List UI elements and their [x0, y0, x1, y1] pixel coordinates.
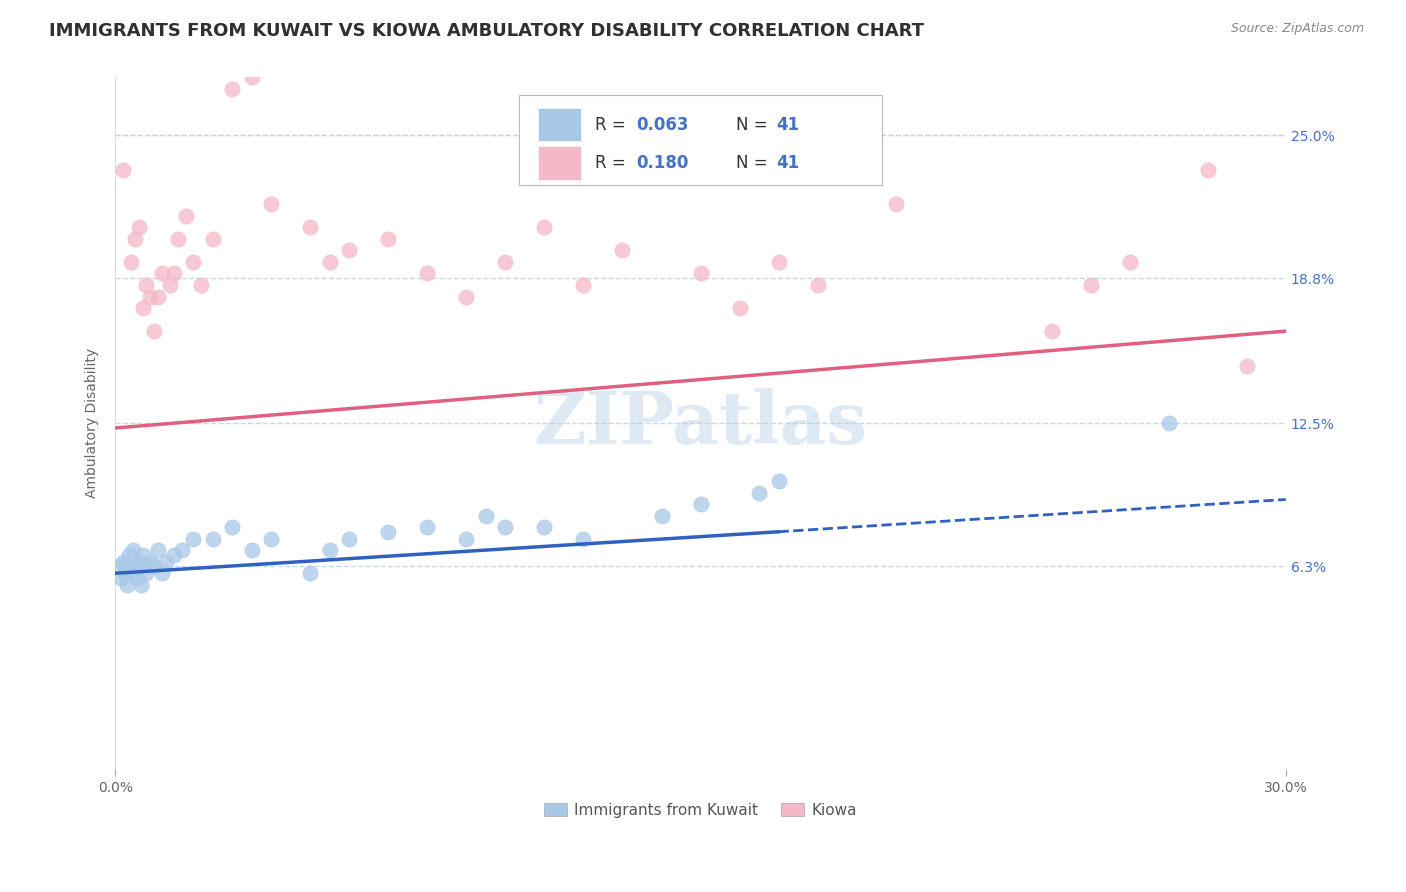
Point: [139, 555, 162, 569]
Point: [159, 278, 181, 293]
Text: Source: ZipAtlas.com: Source: ZipAtlas.com: [1230, 22, 1364, 36]
Point: [1040, 324, 1063, 338]
Point: [135, 278, 157, 293]
Point: [494, 520, 516, 534]
Point: [174, 209, 197, 223]
Point: [377, 524, 399, 539]
Point: [148, 543, 170, 558]
Point: [131, 301, 153, 315]
Point: [125, 571, 148, 585]
Text: R =: R =: [595, 116, 631, 134]
Point: [124, 232, 146, 246]
Point: [143, 324, 166, 338]
Point: [260, 532, 283, 546]
Point: [572, 278, 595, 293]
Point: [108, 559, 131, 574]
Text: 41: 41: [776, 154, 800, 172]
Point: [112, 162, 135, 177]
Point: [201, 532, 224, 546]
Point: [260, 197, 283, 211]
Point: [689, 267, 711, 281]
Point: [163, 548, 186, 562]
Point: [150, 566, 173, 581]
Point: [181, 255, 204, 269]
Point: [139, 289, 162, 303]
Point: [121, 543, 143, 558]
Bar: [538, 147, 579, 178]
Text: 0.180: 0.180: [636, 154, 689, 172]
Point: [181, 532, 204, 546]
Text: 41: 41: [776, 116, 800, 134]
Point: [118, 548, 141, 562]
Point: [115, 578, 138, 592]
Point: [1080, 278, 1102, 293]
Point: [1157, 417, 1180, 431]
Point: [221, 520, 243, 534]
Text: IMMIGRANTS FROM KUWAIT VS KIOWA AMBULATORY DISABILITY CORRELATION CHART: IMMIGRANTS FROM KUWAIT VS KIOWA AMBULATO…: [49, 22, 924, 40]
Text: ZIPatlas: ZIPatlas: [533, 388, 868, 458]
Text: N =: N =: [735, 116, 772, 134]
Point: [650, 508, 672, 523]
Point: [129, 578, 152, 592]
Point: [135, 566, 157, 581]
Point: [163, 267, 186, 281]
Point: [148, 289, 170, 303]
Point: [377, 232, 399, 246]
Point: [456, 532, 478, 546]
Point: [884, 197, 907, 211]
Point: [494, 255, 516, 269]
Point: [768, 474, 790, 488]
Point: [299, 220, 322, 235]
Point: [319, 543, 342, 558]
Y-axis label: Ambulatory Disability: Ambulatory Disability: [86, 348, 100, 499]
Point: [201, 232, 224, 246]
Point: [1197, 162, 1219, 177]
Point: [337, 244, 360, 258]
Point: [533, 520, 555, 534]
Point: [533, 220, 555, 235]
Point: [221, 82, 243, 96]
Point: [572, 532, 595, 546]
Point: [768, 255, 790, 269]
Text: R =: R =: [595, 154, 631, 172]
Point: [128, 555, 150, 569]
Point: [155, 555, 177, 569]
Point: [299, 566, 322, 581]
Point: [166, 232, 188, 246]
Point: [128, 220, 150, 235]
Point: [1118, 255, 1140, 269]
Point: [112, 555, 135, 569]
Legend: Immigrants from Kuwait, Kiowa: Immigrants from Kuwait, Kiowa: [537, 797, 863, 824]
Point: [114, 566, 136, 581]
Point: [120, 566, 142, 581]
Point: [456, 289, 478, 303]
Point: [962, 59, 984, 73]
Point: [612, 244, 634, 258]
Point: [240, 543, 263, 558]
Point: [1236, 359, 1258, 373]
Point: [728, 301, 751, 315]
Point: [416, 267, 439, 281]
Point: [110, 571, 132, 585]
Text: N =: N =: [735, 154, 772, 172]
Point: [475, 508, 498, 523]
Point: [689, 497, 711, 511]
Point: [124, 559, 146, 574]
FancyBboxPatch shape: [519, 95, 882, 185]
Text: 0.063: 0.063: [636, 116, 689, 134]
Point: [337, 532, 360, 546]
Point: [170, 543, 193, 558]
Point: [319, 255, 342, 269]
Point: [190, 278, 212, 293]
Point: [143, 559, 166, 574]
Point: [120, 255, 142, 269]
Point: [131, 548, 153, 562]
Point: [806, 278, 828, 293]
Point: [416, 520, 439, 534]
Bar: [538, 109, 579, 140]
Point: [150, 267, 173, 281]
Point: [240, 70, 263, 85]
Point: [748, 485, 770, 500]
